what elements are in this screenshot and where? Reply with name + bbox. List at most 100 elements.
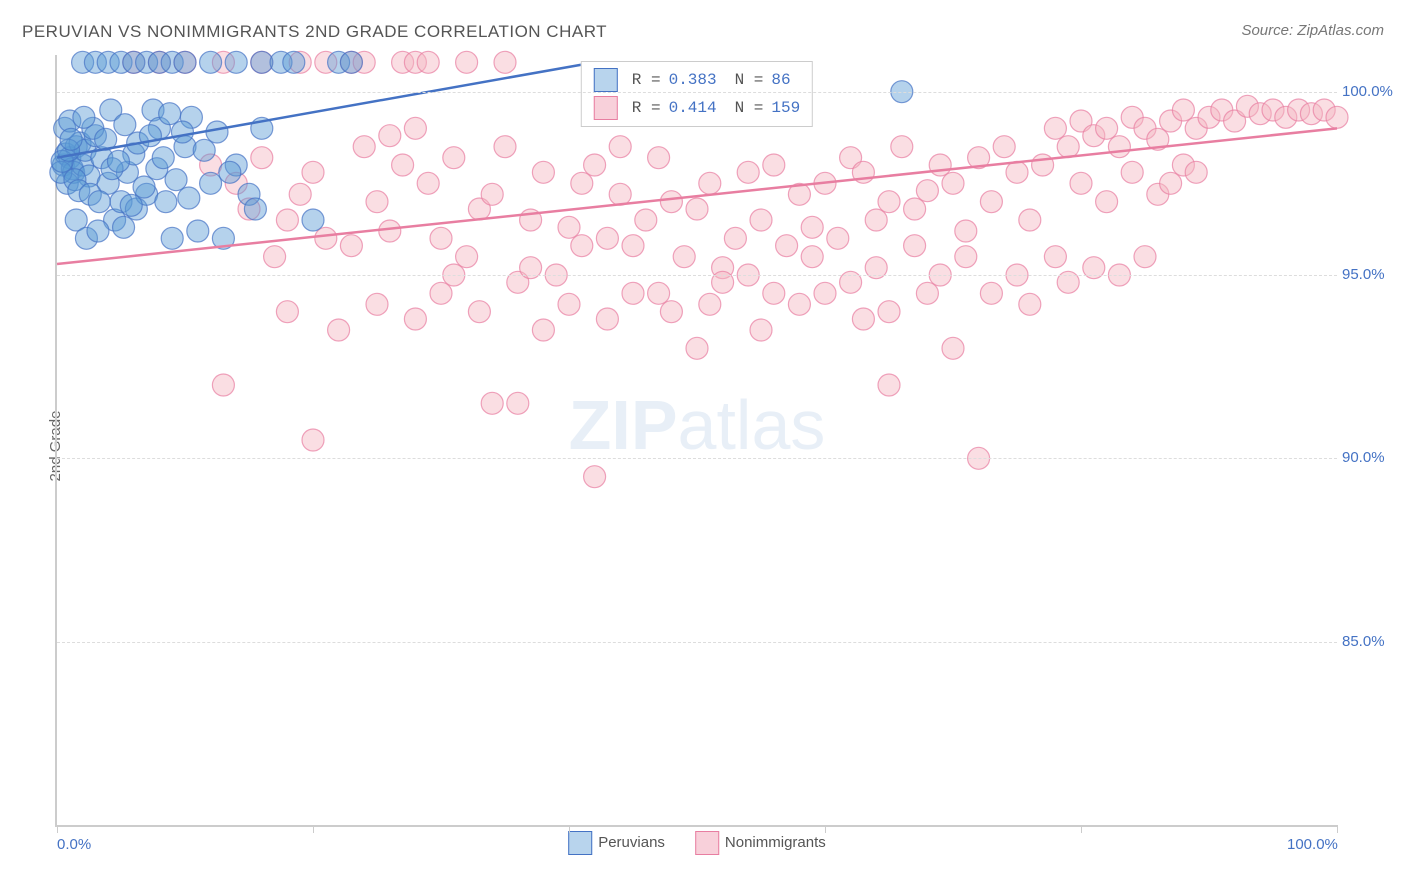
scatter-point	[276, 301, 298, 323]
scatter-point	[916, 180, 938, 202]
scatter-point	[1326, 106, 1348, 128]
scatter-point	[1096, 191, 1118, 213]
scatter-point	[200, 172, 222, 194]
y-tick-label: 100.0%	[1342, 83, 1397, 100]
scatter-point	[171, 121, 193, 143]
scatter-point	[392, 154, 414, 176]
scatter-point	[660, 301, 682, 323]
x-tick-mark	[569, 825, 570, 833]
scatter-point	[1019, 293, 1041, 315]
scatter-point	[107, 150, 129, 172]
scatter-point	[200, 51, 222, 73]
x-tick-mark	[313, 825, 314, 833]
scatter-point	[417, 172, 439, 194]
scatter-point	[366, 293, 388, 315]
scatter-point	[456, 246, 478, 268]
scatter-point	[404, 117, 426, 139]
scatter-point	[178, 187, 200, 209]
scatter-point	[417, 51, 439, 73]
scatter-point	[165, 169, 187, 191]
scatter-point	[878, 301, 900, 323]
scatter-point	[1044, 117, 1066, 139]
scatter-point	[763, 282, 785, 304]
scatter-point	[955, 220, 977, 242]
scatter-point	[1134, 246, 1156, 268]
legend-swatch	[594, 68, 618, 92]
y-tick-label: 95.0%	[1342, 266, 1397, 283]
scatter-point	[699, 293, 721, 315]
x-tick-mark	[825, 825, 826, 833]
scatter-point	[584, 466, 606, 488]
legend-label: Peruvians	[598, 834, 665, 851]
scatter-point	[699, 172, 721, 194]
scatter-point	[114, 114, 136, 136]
stats-legend-box: R =0.383N = 86R =0.414N =159	[581, 61, 813, 127]
scatter-point	[174, 51, 196, 73]
scatter-point	[133, 176, 155, 198]
x-tick-mark	[1337, 825, 1338, 833]
scatter-point	[456, 51, 478, 73]
scatter-point	[532, 161, 554, 183]
bottom-legend: Peruvians Nonimmigrants	[568, 831, 826, 855]
scatter-point	[609, 183, 631, 205]
scatter-point	[443, 147, 465, 169]
scatter-point	[622, 235, 644, 257]
scatter-point	[648, 282, 670, 304]
scatter-point	[302, 429, 324, 451]
legend-swatch	[594, 96, 618, 120]
scatter-point	[494, 136, 516, 158]
r-value: 0.414	[669, 99, 717, 117]
scatter-point	[379, 125, 401, 147]
scatter-point	[776, 235, 798, 257]
scatter-point	[251, 147, 273, 169]
scatter-point	[1044, 246, 1066, 268]
scatter-point	[353, 136, 375, 158]
scatter-point	[225, 51, 247, 73]
scatter-point	[942, 337, 964, 359]
scatter-point	[801, 216, 823, 238]
n-value: 86	[771, 71, 790, 89]
scatter-point	[929, 154, 951, 176]
scatter-point	[379, 220, 401, 242]
scatter-point	[891, 136, 913, 158]
scatter-point	[193, 139, 215, 161]
scatter-point	[481, 392, 503, 414]
stats-row: R =0.383N = 86	[594, 68, 800, 92]
scatter-point	[993, 136, 1015, 158]
scatter-point	[206, 121, 228, 143]
scatter-point	[60, 128, 82, 150]
scatter-point	[152, 147, 174, 169]
scatter-point	[878, 191, 900, 213]
scatter-point	[1160, 172, 1182, 194]
scatter-point	[155, 191, 177, 213]
scatter-point	[283, 51, 305, 73]
y-tick-label: 85.0%	[1342, 633, 1397, 650]
scatter-point	[1006, 161, 1028, 183]
scatter-point	[340, 235, 362, 257]
scatter-point	[750, 209, 772, 231]
y-tick-label: 90.0%	[1342, 449, 1397, 466]
scatter-point	[73, 106, 95, 128]
scatter-point	[366, 191, 388, 213]
scatter-point	[686, 198, 708, 220]
legend-item: Nonimmigrants	[695, 831, 826, 855]
source-attribution: Source: ZipAtlas.com	[1241, 22, 1384, 39]
scatter-point	[955, 246, 977, 268]
scatter-point	[980, 191, 1002, 213]
scatter-point	[302, 161, 324, 183]
scatter-point	[916, 282, 938, 304]
scatter-point	[212, 374, 234, 396]
scatter-point	[609, 136, 631, 158]
scatter-point	[673, 246, 695, 268]
scatter-point	[302, 209, 324, 231]
scatter-point	[622, 282, 644, 304]
x-tick-mark	[57, 825, 58, 833]
scatter-point	[584, 154, 606, 176]
scatter-point	[801, 246, 823, 268]
scatter-point	[686, 337, 708, 359]
scatter-point	[430, 282, 452, 304]
scatter-point	[1057, 136, 1079, 158]
scatter-point	[763, 154, 785, 176]
gridline	[57, 92, 1337, 93]
x-tick-mark	[1081, 825, 1082, 833]
